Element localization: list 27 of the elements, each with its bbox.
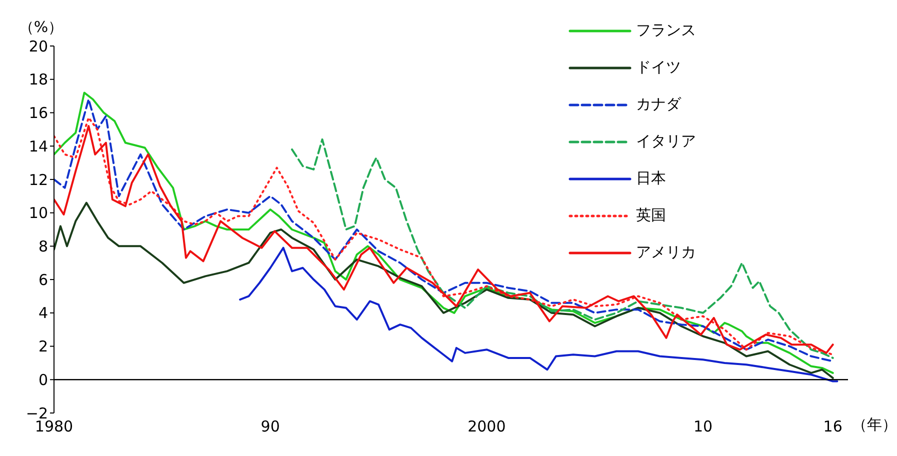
y-axis-title: （%） (18, 18, 64, 36)
y-tick-label: 20 (28, 37, 48, 56)
y-tick-label: 16 (28, 104, 48, 122)
y-tick-label: 18 (28, 70, 48, 89)
x-axis-title: （年） (852, 415, 897, 434)
y-tick-label: 10 (28, 204, 48, 222)
legend-label: フランス (636, 21, 696, 40)
legend-label: カナダ (636, 95, 681, 114)
legend-label: ドイツ (636, 58, 681, 77)
line-series (54, 202, 834, 379)
line-series (239, 246, 838, 382)
y-tick-label: 12 (28, 170, 48, 189)
y-tick-label: 4 (38, 304, 48, 322)
x-tick-label: 2000 (468, 418, 506, 436)
legend-label: 日本 (636, 169, 666, 188)
y-tick-label: 6 (38, 270, 48, 289)
legend-label: 英国 (636, 206, 666, 225)
y-tick-label: 14 (28, 137, 48, 156)
legend-label: イタリア (636, 132, 696, 151)
y-tick-label: 8 (38, 238, 48, 256)
x-tick-label: 1980 (34, 418, 74, 436)
x-tick-label: 10 (694, 418, 713, 436)
x-tick-label: 16 (823, 418, 842, 436)
y-tick-label: 0 (38, 370, 48, 389)
legend-label: アメリカ (636, 243, 696, 262)
x-tick-label: 90 (260, 418, 280, 436)
y-tick-label: 2 (38, 338, 48, 356)
